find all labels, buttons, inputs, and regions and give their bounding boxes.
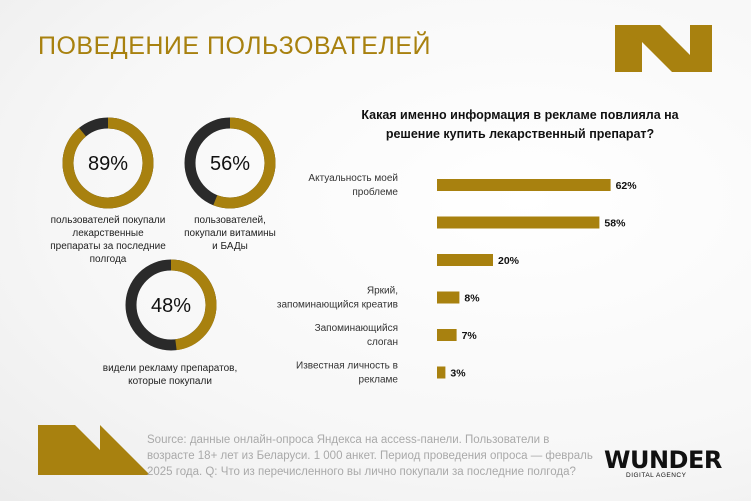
bar-value-label: 62%	[616, 180, 638, 192]
source-note: Source: данные онлайн-опроса Яндекса на …	[147, 434, 593, 478]
donut-value-label: 48%	[151, 295, 191, 317]
bar-value-label: 20%	[498, 255, 520, 267]
bar	[437, 291, 460, 304]
donut-caption: видели рекламу препаратов, которые покуп…	[102, 363, 238, 387]
donut-caption: пользователей покупали лекарственные пре…	[50, 215, 166, 265]
bar-value-label: 3%	[450, 368, 466, 380]
bar	[437, 216, 600, 229]
bar-value-label: 7%	[462, 330, 478, 342]
logo: WUNDER	[604, 446, 722, 474]
category-label: Яркий, запоминающийся креатив	[277, 286, 398, 311]
bar	[437, 254, 493, 266]
category-label: Запоминающийся слоган	[315, 323, 398, 348]
page-title: ПОВЕДЕНИЕ ПОЛЬЗОВАТЕЛЕЙ	[38, 32, 432, 60]
category-label-line: проблеме	[352, 186, 398, 198]
category-label: Актуальность моей проблеме	[308, 173, 398, 198]
category-label-line: запоминающийся креатив	[277, 300, 398, 311]
logo-tagline: DIGITAL AGENCY	[626, 472, 687, 479]
bar	[437, 366, 446, 379]
bar-value-label: 8%	[464, 293, 480, 305]
donut-arc	[184, 117, 276, 209]
decor-chevron	[615, 25, 642, 42]
category-label-line: Актуальность моей	[308, 173, 398, 184]
category-label-line: Известная личность в	[296, 361, 398, 372]
category-label-line: Яркий,	[367, 286, 398, 297]
category-label-line: Запоминающийся	[315, 323, 398, 334]
donut-arc	[125, 259, 217, 351]
category-label-line: слоган	[367, 337, 398, 348]
donut-value-label: 89%	[88, 153, 128, 175]
bar-chart-title: Какая именно информация в рекламе повлия…	[361, 108, 679, 141]
category-label: Известная личность в рекламе	[296, 361, 398, 386]
donut-arc	[62, 117, 154, 209]
category-label-line: рекламе	[359, 375, 399, 386]
donut-caption: пользователей, покупали витамины и БАДы	[184, 215, 276, 252]
donut-value-label: 56%	[210, 153, 250, 175]
bar	[437, 329, 457, 341]
decor-chevron	[38, 425, 150, 475]
bar	[437, 179, 611, 191]
bar-value-label: 58%	[604, 218, 626, 230]
